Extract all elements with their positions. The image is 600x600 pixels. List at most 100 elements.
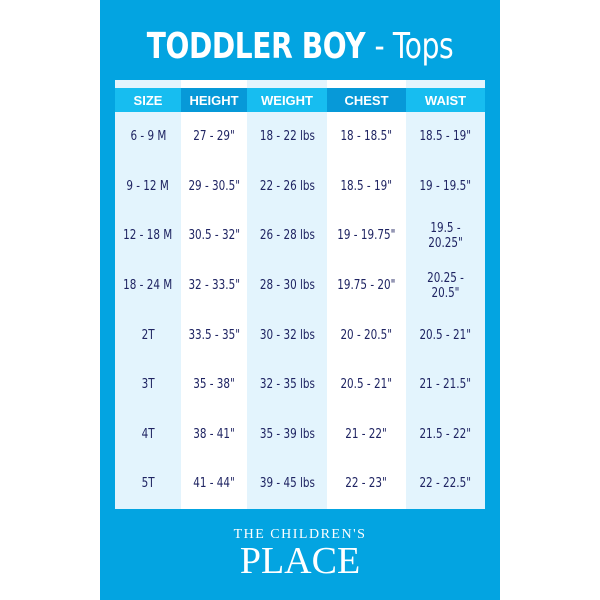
- table-row: 18 - 24 M 32 - 33.5" 28 - 30 lbs 19.75 - 20…: [115, 260, 485, 311]
- cell-text: 21.5 - 22": [419, 426, 472, 442]
- cell-text: 6 - 9 M: [130, 129, 166, 145]
- table-cell: 2T: [115, 310, 181, 360]
- chart-title: TODDLER BOY - Tops: [144, 26, 456, 67]
- table-cell: 21 - 22": [327, 409, 406, 460]
- table-cell: 38 - 41": [181, 409, 247, 460]
- table-cell: 12 - 18 M: [115, 211, 181, 261]
- cell-text: 5T: [141, 476, 155, 492]
- brand-logo: THE CHILDREN'S PLACE: [100, 527, 500, 582]
- table-cell: 32 - 33.5": [181, 260, 247, 311]
- table-row: 12 - 18 M 30.5 - 32" 26 - 28 lbs 19 - 19.75…: [115, 211, 485, 261]
- cell-text: 20.5 - 21": [340, 377, 393, 393]
- cell-text: 20.5 - 21": [419, 327, 472, 343]
- cell-text: 2T: [141, 327, 155, 343]
- table-cell: 9 - 12 M: [115, 161, 181, 212]
- cell-text: 18 - 18.5": [340, 129, 393, 145]
- table-row: 6 - 9 M 27 - 29" 18 - 22 lbs 18 - 18.5" 18.5…: [115, 112, 485, 162]
- table-cell: 19 - 19.75": [327, 211, 406, 261]
- cell-text: 38 - 41": [193, 426, 235, 442]
- table-cell: 20.5 - 21": [406, 310, 485, 360]
- cell-text: 22 - 22.5": [419, 476, 472, 492]
- cell-text: 21 - 21.5": [419, 377, 472, 393]
- cell-text: 9 - 12 M: [126, 178, 170, 194]
- cell-text: 41 - 44": [193, 476, 235, 492]
- cell-text: 29 - 30.5": [188, 178, 240, 194]
- table-cell: 4T: [115, 409, 181, 460]
- logo-line2: PLACE: [239, 540, 361, 582]
- cell-text: 3T: [141, 377, 155, 393]
- cell-text: 19 - 19.75": [337, 228, 396, 244]
- table-cell: 3T: [115, 359, 181, 410]
- table-row: 4T 38 - 41" 35 - 39 lbs 21 - 22" 21.5 - 22": [115, 409, 485, 460]
- cell-text: 30 - 32 lbs: [259, 327, 315, 343]
- table-cell: 26 - 28 lbs: [247, 211, 327, 261]
- cell-text: 4T: [141, 426, 155, 442]
- table-cell: 28 - 30 lbs: [247, 260, 327, 311]
- table-row: 9 - 12 M 29 - 30.5" 22 - 26 lbs 18.5 - 19" 1…: [115, 161, 485, 212]
- table-cell: 5T: [115, 459, 181, 509]
- cell-text: 33.5 - 35": [188, 327, 240, 343]
- size-table: SIZE HEIGHT WEIGHT CHEST WAIST 6 - 9 M 27 - 2…: [115, 80, 485, 509]
- table-cell: 20 - 20.5": [327, 310, 406, 360]
- table-cell: 41 - 44": [181, 459, 247, 509]
- table-cell: 18.5 - 19": [406, 112, 485, 162]
- column-header: SIZE: [115, 88, 181, 112]
- table-cell: 20.5 - 21": [327, 359, 406, 410]
- cell-text: 22 - 23": [345, 476, 388, 492]
- logo-line1: THE CHILDREN'S: [233, 527, 367, 542]
- table-cell: 32 - 35 lbs: [247, 359, 327, 410]
- cell-text: 19.5 - 20.25": [428, 220, 463, 251]
- cell-text: 18.5 - 19": [340, 178, 393, 194]
- table-row: 5T 41 - 44" 39 - 45 lbs 22 - 23" 22 - 22.5": [115, 459, 485, 509]
- cell-text: 21 - 22": [345, 426, 388, 442]
- table-cell: 22 - 23": [327, 459, 406, 509]
- table-row: 2T 33.5 - 35" 30 - 32 lbs 20 - 20.5" 20.5 - …: [115, 310, 485, 360]
- cell-text: 26 - 28 lbs: [259, 228, 315, 244]
- cell-text: 22 - 26 lbs: [259, 178, 315, 194]
- table-cell: 39 - 45 lbs: [247, 459, 327, 509]
- cell-text: 35 - 38": [193, 377, 235, 393]
- table-cell: 21 - 21.5": [406, 359, 485, 410]
- cell-text: 12 - 18 M: [123, 228, 173, 244]
- table-cell: 18 - 22 lbs: [247, 112, 327, 162]
- column-header: WEIGHT: [247, 88, 327, 112]
- cell-text: 30.5 - 32": [188, 228, 240, 244]
- table-row: 3T 35 - 38" 32 - 35 lbs 20.5 - 21" 21 - 21.5…: [115, 359, 485, 410]
- cell-text: 20 - 20.5": [340, 327, 393, 343]
- title-sub: - Tops: [374, 26, 454, 67]
- table-cell: 35 - 39 lbs: [247, 409, 327, 460]
- table-cell: 19.5 - 20.25": [406, 211, 485, 261]
- table-cell: 18 - 24 M: [115, 260, 181, 311]
- table-cell: 27 - 29": [181, 112, 247, 162]
- column-header: CHEST: [327, 88, 406, 112]
- table-cell: 30.5 - 32": [181, 211, 247, 261]
- table-cell: 33.5 - 35": [181, 310, 247, 360]
- table-cell: 21.5 - 22": [406, 409, 485, 460]
- column-header: WAIST: [406, 88, 485, 112]
- cell-text: 35 - 39 lbs: [259, 426, 315, 442]
- cell-text: 32 - 33.5": [188, 278, 240, 294]
- cell-text: 28 - 30 lbs: [259, 278, 315, 294]
- table-cell: 20.25 - 20.5": [406, 260, 485, 311]
- table-cell: 30 - 32 lbs: [247, 310, 327, 360]
- table-cell: 18 - 18.5": [327, 112, 406, 162]
- cell-text: 39 - 45 lbs: [259, 476, 315, 492]
- cell-text: 18 - 22 lbs: [259, 129, 315, 145]
- cell-text: 18 - 24 M: [123, 278, 173, 294]
- table-cell: 29 - 30.5": [181, 161, 247, 212]
- table-header: SIZE HEIGHT WEIGHT CHEST WAIST: [115, 88, 485, 112]
- cell-text: 19 - 19.5": [419, 178, 472, 194]
- table-cell: 22 - 26 lbs: [247, 161, 327, 212]
- cell-text: 18.5 - 19": [419, 129, 472, 145]
- column-header: HEIGHT: [181, 88, 247, 112]
- title-main: TODDLER BOY: [146, 26, 366, 67]
- table-cell: 35 - 38": [181, 359, 247, 410]
- size-chart-panel: TODDLER BOY - Tops SIZE HEIGHT WEIGHT CHEST…: [100, 0, 500, 600]
- table-cell: 22 - 22.5": [406, 459, 485, 509]
- cell-text: 19.75 - 20": [337, 278, 396, 294]
- table-cell: 18.5 - 19": [327, 161, 406, 212]
- cell-text: 27 - 29": [193, 129, 235, 145]
- table-cell: 6 - 9 M: [115, 112, 181, 162]
- cell-text: 32 - 35 lbs: [259, 377, 315, 393]
- table-cell: 19 - 19.5": [406, 161, 485, 212]
